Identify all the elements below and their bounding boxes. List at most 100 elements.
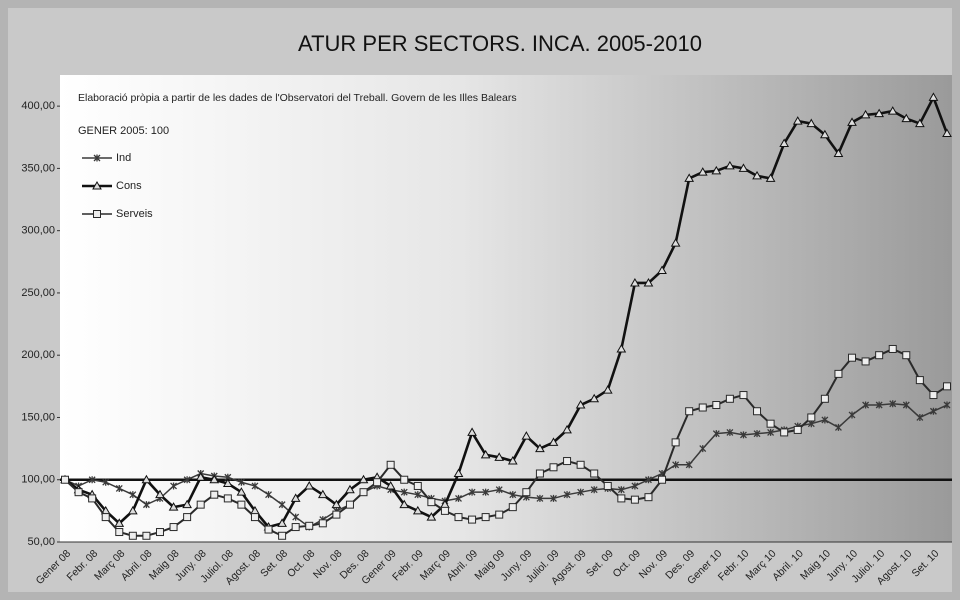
point xyxy=(210,490,219,499)
point xyxy=(697,167,708,176)
point xyxy=(468,488,476,496)
point xyxy=(168,502,179,511)
point xyxy=(725,394,734,403)
point xyxy=(535,443,545,453)
point xyxy=(88,476,96,484)
point xyxy=(685,461,693,469)
point xyxy=(345,484,355,494)
point xyxy=(550,494,557,502)
point xyxy=(563,457,572,466)
point xyxy=(264,525,273,534)
y-tick-label: 400,00 xyxy=(21,100,55,112)
point xyxy=(765,173,776,182)
point xyxy=(507,456,518,465)
point xyxy=(400,475,409,484)
subtitle: Elaboració pròpia a partir de les dades … xyxy=(78,92,517,104)
point xyxy=(753,407,762,416)
point xyxy=(278,531,287,540)
point xyxy=(170,482,178,490)
point xyxy=(142,531,151,540)
y-tick-label: 200,00 xyxy=(21,349,55,361)
point xyxy=(155,528,164,537)
point xyxy=(426,512,437,521)
point xyxy=(699,445,707,453)
point xyxy=(630,277,640,287)
point xyxy=(265,491,272,499)
point xyxy=(292,513,300,521)
point xyxy=(657,265,667,275)
series-line xyxy=(64,403,948,528)
point xyxy=(590,486,598,494)
point xyxy=(943,401,951,409)
point xyxy=(102,478,110,486)
point xyxy=(575,400,586,409)
point xyxy=(332,510,341,519)
point xyxy=(115,528,124,537)
point xyxy=(155,489,165,499)
point xyxy=(373,478,382,487)
point xyxy=(480,449,491,459)
point xyxy=(820,394,829,403)
point xyxy=(427,498,436,507)
point xyxy=(114,518,125,527)
point xyxy=(548,437,559,446)
point xyxy=(672,461,680,469)
point xyxy=(468,515,477,524)
point xyxy=(848,411,856,419)
point xyxy=(74,488,83,497)
point xyxy=(183,476,191,484)
point xyxy=(141,474,152,484)
point xyxy=(630,495,639,504)
point xyxy=(304,480,315,490)
y-tick-label: 350,00 xyxy=(21,162,55,174)
point xyxy=(860,109,871,119)
y-tick-label: 100,00 xyxy=(21,474,55,486)
point xyxy=(671,438,680,447)
point xyxy=(142,501,150,509)
point xyxy=(684,173,695,182)
point xyxy=(385,480,396,490)
legend-marker xyxy=(93,210,101,218)
point xyxy=(61,475,69,484)
point xyxy=(386,460,395,469)
legend-label: Cons xyxy=(116,180,142,192)
y-tick-label: 300,00 xyxy=(21,225,55,237)
point xyxy=(725,160,735,170)
legend-marker xyxy=(92,180,102,190)
point xyxy=(726,428,734,436)
point xyxy=(685,407,694,416)
point xyxy=(916,413,924,421)
point xyxy=(862,401,870,409)
point xyxy=(129,491,137,499)
point xyxy=(482,488,490,496)
point xyxy=(929,407,937,415)
point xyxy=(250,513,259,522)
point xyxy=(889,400,897,408)
point xyxy=(101,513,110,522)
point xyxy=(127,505,138,515)
point xyxy=(942,128,952,138)
point xyxy=(834,369,843,378)
point xyxy=(277,518,287,527)
point xyxy=(915,376,924,385)
point xyxy=(792,116,803,125)
point xyxy=(929,391,938,400)
point xyxy=(209,474,220,484)
point xyxy=(400,488,408,496)
point xyxy=(577,488,585,496)
point xyxy=(643,277,654,287)
point xyxy=(508,503,517,512)
point xyxy=(753,430,761,438)
point xyxy=(182,499,192,509)
point xyxy=(494,452,505,461)
point xyxy=(740,431,747,439)
legend-label: Serveis xyxy=(116,208,153,220)
point xyxy=(631,482,639,490)
point xyxy=(915,118,925,128)
point xyxy=(833,148,844,157)
point xyxy=(412,505,423,515)
point xyxy=(399,499,410,509)
point xyxy=(359,488,368,497)
point xyxy=(115,484,123,492)
